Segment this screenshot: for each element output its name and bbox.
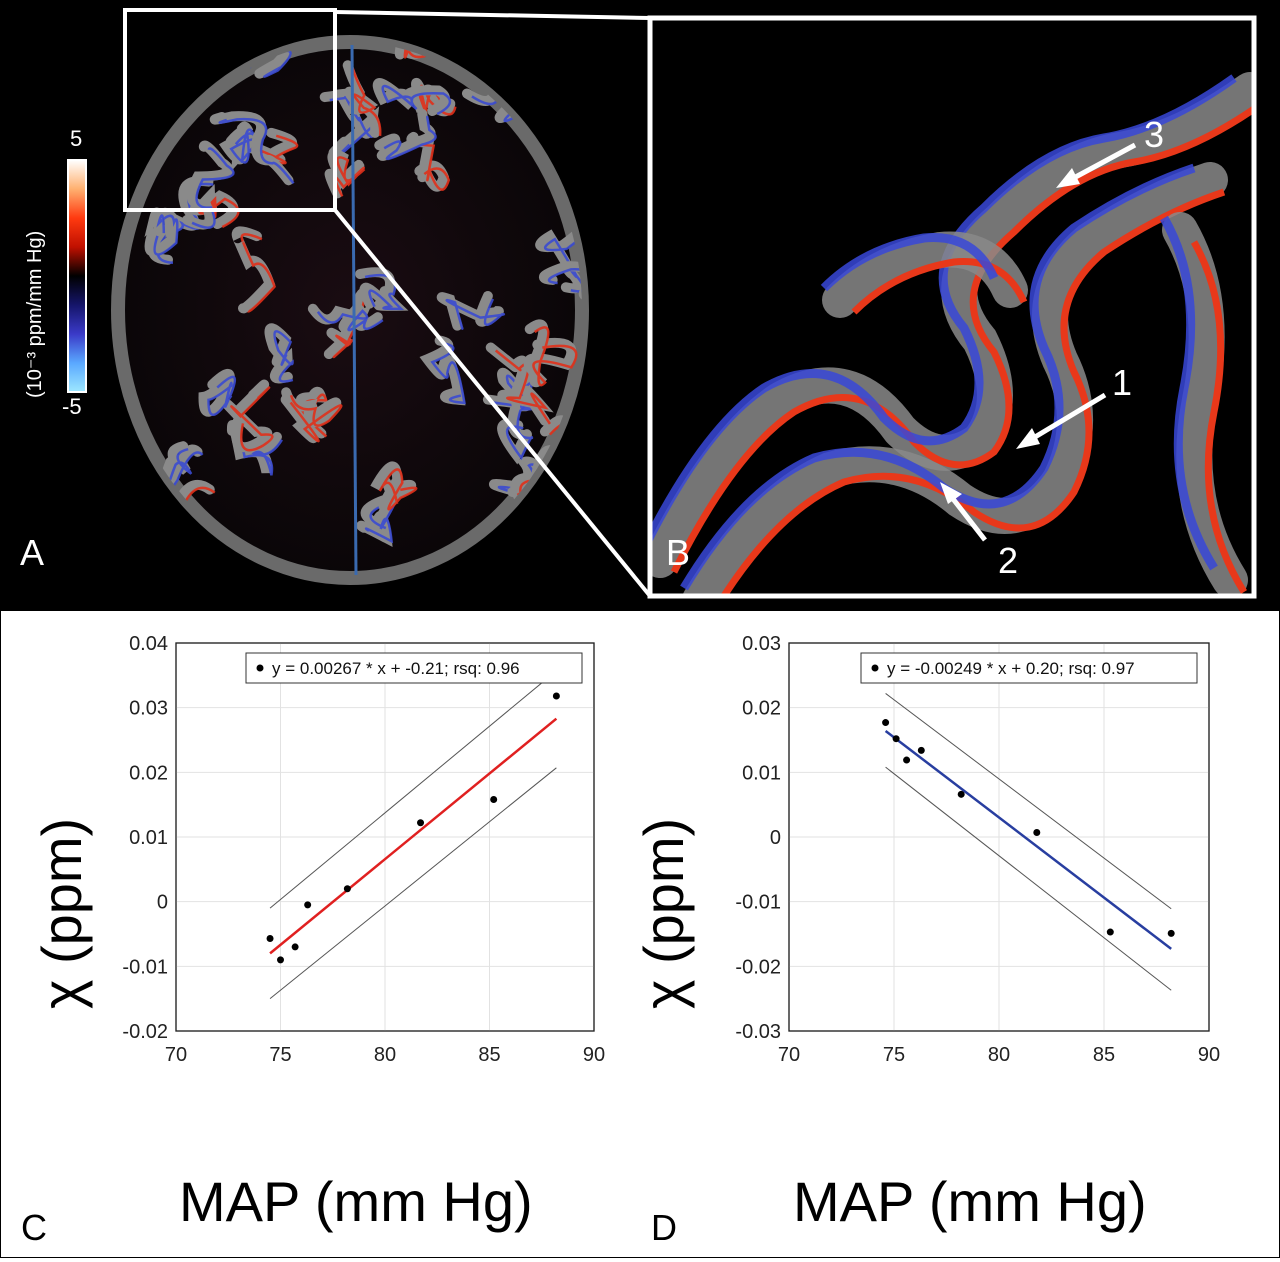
- fit-line: [884, 729, 1172, 950]
- colorbar-unit-label: (10⁻³ ppm/mm Hg): [24, 230, 46, 398]
- zoom-connector-bottom: [333, 208, 652, 598]
- legend-box: [860, 652, 1198, 684]
- legend-box: [245, 652, 583, 684]
- y-tick-label: 0.02: [129, 762, 168, 784]
- arrow-3-label: 3: [1144, 114, 1165, 155]
- chart-c-xlabel: MAP (mm Hg): [179, 1170, 533, 1233]
- data-point: [917, 746, 925, 754]
- data-point: [343, 885, 351, 893]
- y-tick-label: -0.01: [735, 892, 781, 914]
- y-tick-label: 0.01: [129, 827, 168, 849]
- data-point: [277, 956, 284, 964]
- y-tick-label: -0.03: [735, 1021, 781, 1043]
- data-point: [490, 795, 498, 803]
- colorbar: [67, 159, 87, 393]
- x-tick-label: 70: [165, 1044, 187, 1066]
- data-point: [903, 756, 911, 764]
- upper-bound-line: [885, 693, 1172, 910]
- data-point: [882, 719, 890, 727]
- legend-marker: [256, 664, 264, 672]
- x-tick-label: 85: [478, 1044, 500, 1066]
- y-tick-label: -0.01: [122, 956, 168, 978]
- zoomed-cortex: [647, 15, 1257, 599]
- panel-c-label: C: [21, 1207, 47, 1248]
- mri-images: [67, 8, 1257, 599]
- x-tick-label: 80: [988, 1044, 1010, 1066]
- y-tick-label: 0.01: [742, 762, 781, 784]
- mri-figure-area: 5 -5 (10⁻³ ppm/mm Hg) 1 2 3 A B: [0, 0, 1280, 610]
- data-point: [1106, 928, 1114, 936]
- lower-bound-line: [269, 767, 557, 1000]
- x-tick-label: 90: [1198, 1044, 1220, 1066]
- y-tick-label: -0.02: [122, 1021, 168, 1043]
- arrow-2: [940, 482, 987, 542]
- arrow-3: [1056, 142, 1137, 188]
- y-tick-label: 0: [770, 827, 781, 849]
- arrow-1: [1016, 392, 1107, 449]
- data-point: [892, 735, 900, 743]
- y-tick-label: -0.02: [735, 956, 781, 978]
- y-tick-label: 0.02: [742, 698, 781, 720]
- data-point: [266, 935, 274, 943]
- legend-marker: [871, 664, 879, 672]
- x-tick-label: 90: [583, 1044, 605, 1066]
- arrow-2-label: 2: [998, 540, 1019, 581]
- y-tick-label: 0.04: [129, 633, 168, 655]
- chart-c-ylabel: χ (ppm): [30, 817, 93, 1009]
- data-point: [1167, 929, 1175, 937]
- y-tick-label: 0.03: [129, 698, 168, 720]
- panel-b-label: B: [666, 532, 691, 573]
- data-point: [291, 943, 299, 951]
- data-point: [304, 901, 312, 909]
- colorbar-min-label: -5: [62, 394, 82, 419]
- charts-area: 70 75 80 85 90 0.04 0.03 0.02 0.01 0 -0.01 -0.02 y =…: [0, 610, 1280, 1258]
- data-point: [417, 819, 425, 827]
- brain-axial-slice: [111, 35, 589, 585]
- chart-c: 70 75 80 85 90 0.04 0.03 0.02 0.01 0 -0.01 -0.02 y =…: [122, 633, 605, 1066]
- x-tick-label: 80: [374, 1044, 396, 1066]
- lower-bound-line: [885, 766, 1172, 991]
- data-point: [1033, 828, 1041, 836]
- legend-text: y = 0.00267 * x + -0.21; rsq: 0.96: [272, 659, 520, 678]
- chart-d-ylabel: χ (ppm): [632, 817, 695, 1009]
- zoom-connector-top: [334, 10, 651, 20]
- data-point: [957, 790, 965, 798]
- arrow-1-label: 1: [1112, 362, 1133, 403]
- x-tick-label: 75: [269, 1044, 291, 1066]
- data-point: [552, 692, 560, 700]
- zoom-panel-frame: [647, 15, 1257, 599]
- panel-a-label: A: [20, 532, 45, 573]
- fit-line: [269, 717, 558, 955]
- y-tick-label: 0.03: [742, 633, 781, 655]
- panel-d-label: D: [651, 1207, 677, 1248]
- chart-d-xlabel: MAP (mm Hg): [793, 1170, 1147, 1233]
- x-tick-label: 85: [1093, 1044, 1115, 1066]
- midline-fissure: [350, 44, 358, 576]
- legend-text: y = -0.00249 * x + 0.20; rsq: 0.97: [887, 659, 1135, 678]
- x-tick-label: 70: [778, 1044, 800, 1066]
- colorbar-max-label: 5: [70, 126, 83, 151]
- y-tick-label: 0: [157, 892, 168, 914]
- zoom-region-box: [123, 8, 337, 212]
- scatter-charts: 70 75 80 85 90 0.04 0.03 0.02 0.01 0 -0.01 -0.02 y =…: [122, 633, 1220, 1066]
- chart-d: 70 75 80 85 90 0.03 0.02 0.01 0 -0.01 -0.02 -0.03 y …: [735, 633, 1220, 1066]
- x-tick-label: 75: [883, 1044, 905, 1066]
- upper-bound-line: [269, 670, 557, 909]
